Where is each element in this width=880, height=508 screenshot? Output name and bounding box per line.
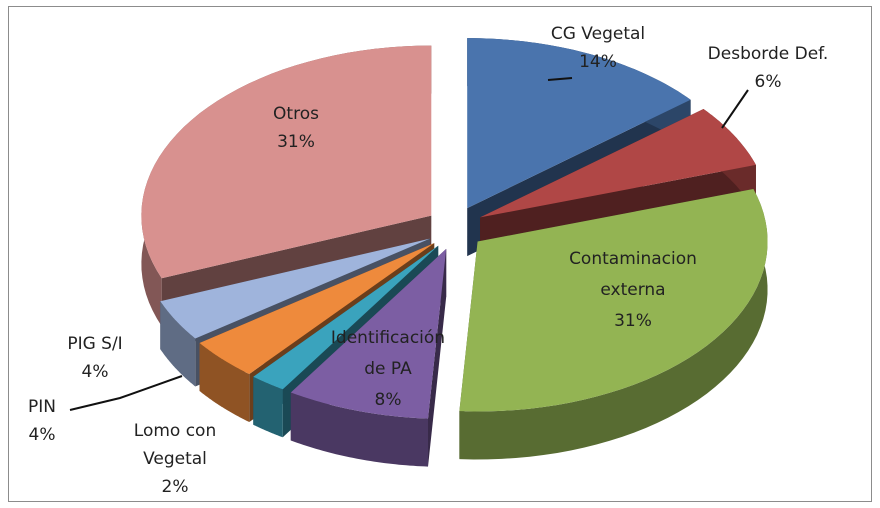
leader-line <box>547 77 573 81</box>
slice-wall <box>253 376 283 438</box>
label-value: 8% <box>374 390 402 410</box>
label-value: 2% <box>161 477 189 497</box>
slice-label: PIN 4% <box>12 393 72 449</box>
label-name: PIG S/I <box>67 334 123 354</box>
slice-label: CG Vegetal 14% <box>528 20 668 76</box>
slice-label: Lomo con Vegetal 2% <box>120 417 230 501</box>
label-name: Contaminacion externa <box>569 249 697 300</box>
label-name: Desborde Def. <box>707 44 829 64</box>
slice-top <box>480 109 756 218</box>
slice-label: PIG S/I 4% <box>50 330 140 386</box>
label-value: 31% <box>277 132 315 152</box>
label-name: CG Vegetal <box>550 24 646 44</box>
pie <box>141 38 768 467</box>
slice-label: Identificación de PA 8% <box>318 323 458 416</box>
slice-wall <box>199 343 250 422</box>
label-value: 4% <box>28 425 56 445</box>
label-value: 31% <box>614 311 652 331</box>
label-value: 6% <box>754 72 782 92</box>
slice-label: Contaminacion externa 31% <box>563 244 703 337</box>
label-value: 4% <box>81 362 109 382</box>
label-name: Identificación de PA <box>330 328 446 379</box>
label-name: Otros <box>273 104 319 124</box>
slice-top <box>290 248 447 419</box>
label-name: Lomo con Vegetal <box>133 421 217 469</box>
label-value: 14% <box>579 52 617 72</box>
slice-wall <box>459 189 768 460</box>
slice-top <box>467 38 691 209</box>
slice-top <box>253 245 439 390</box>
slice-wall <box>160 301 196 387</box>
slice-side <box>253 245 439 425</box>
slice-side <box>428 248 447 467</box>
slice-top <box>459 189 768 412</box>
slice-top <box>141 45 432 279</box>
leader-line <box>721 89 749 129</box>
label-name: PIN <box>28 397 56 417</box>
slice-top <box>199 243 435 374</box>
slice-label: Desborde Def. 6% <box>693 40 843 96</box>
leader-line <box>69 375 183 411</box>
slice-label: Otros 31% <box>246 100 346 156</box>
slice-top <box>160 238 430 339</box>
slice-wall <box>290 392 428 467</box>
